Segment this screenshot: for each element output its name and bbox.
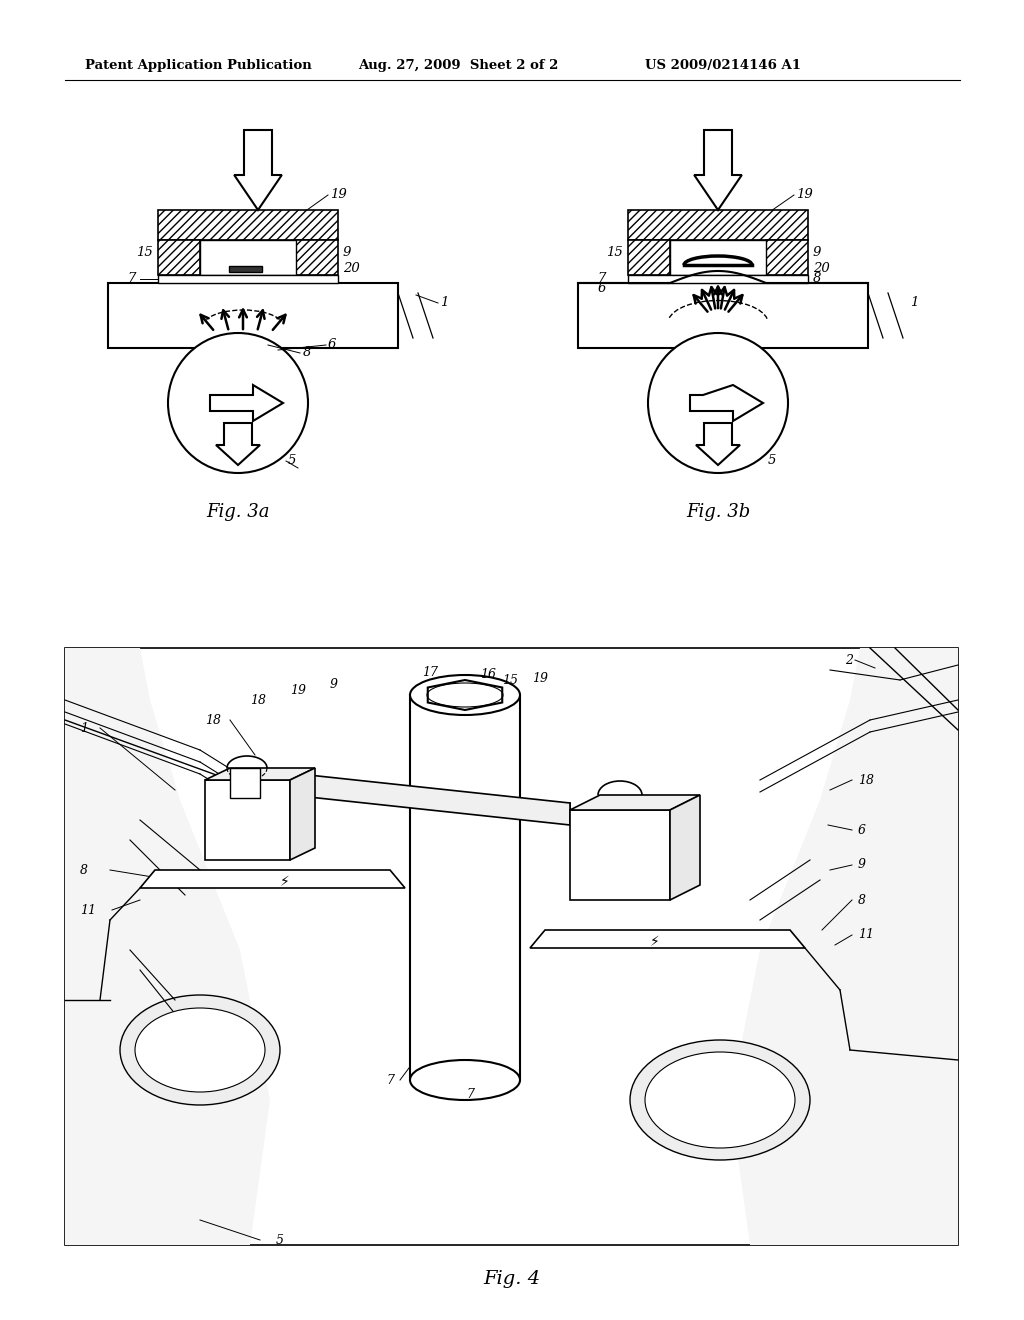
Circle shape xyxy=(648,333,788,473)
Text: 8: 8 xyxy=(80,863,88,876)
Bar xyxy=(578,282,868,348)
Polygon shape xyxy=(730,648,958,1245)
Polygon shape xyxy=(410,696,520,1080)
Polygon shape xyxy=(230,768,260,799)
Text: 20: 20 xyxy=(813,261,829,275)
Polygon shape xyxy=(140,870,406,888)
Text: 6: 6 xyxy=(598,281,606,294)
Bar xyxy=(158,275,338,282)
Text: 6: 6 xyxy=(858,824,866,837)
Polygon shape xyxy=(290,774,570,825)
Text: 17: 17 xyxy=(422,665,438,678)
Bar xyxy=(158,210,338,240)
Text: 11: 11 xyxy=(80,903,96,916)
Polygon shape xyxy=(530,931,805,948)
Text: 5: 5 xyxy=(288,454,296,467)
Text: Aug. 27, 2009  Sheet 2 of 2: Aug. 27, 2009 Sheet 2 of 2 xyxy=(358,58,558,71)
Bar xyxy=(108,282,398,348)
Text: Fig. 3a: Fig. 3a xyxy=(206,503,269,521)
Polygon shape xyxy=(205,768,315,780)
Ellipse shape xyxy=(120,995,280,1105)
Text: 18: 18 xyxy=(250,693,266,706)
Text: 15: 15 xyxy=(606,246,623,259)
Text: ⚡: ⚡ xyxy=(650,935,659,949)
Bar xyxy=(65,648,958,1245)
Polygon shape xyxy=(216,422,260,465)
Text: Patent Application Publication: Patent Application Publication xyxy=(85,58,311,71)
Bar xyxy=(296,240,338,275)
Ellipse shape xyxy=(630,1040,810,1160)
Polygon shape xyxy=(65,648,270,1245)
Polygon shape xyxy=(570,795,700,810)
Text: 8: 8 xyxy=(813,272,821,285)
Text: 19: 19 xyxy=(290,684,306,697)
Polygon shape xyxy=(210,385,283,421)
Text: 19: 19 xyxy=(532,672,548,685)
Bar xyxy=(229,267,262,272)
Text: 5: 5 xyxy=(276,1233,284,1246)
Polygon shape xyxy=(690,385,763,421)
Circle shape xyxy=(168,333,308,473)
Polygon shape xyxy=(290,768,315,861)
Polygon shape xyxy=(696,422,740,465)
Text: 1: 1 xyxy=(910,297,919,309)
Text: 18: 18 xyxy=(858,774,874,787)
Text: Fig. 4: Fig. 4 xyxy=(483,1270,541,1288)
Text: 9: 9 xyxy=(858,858,866,871)
Text: 8: 8 xyxy=(303,346,311,359)
Polygon shape xyxy=(234,129,282,210)
Polygon shape xyxy=(694,129,741,210)
Bar xyxy=(628,210,808,240)
Polygon shape xyxy=(670,795,700,900)
Text: Fig. 3b: Fig. 3b xyxy=(686,503,751,521)
Text: 7: 7 xyxy=(598,272,606,285)
Bar xyxy=(158,240,200,275)
Ellipse shape xyxy=(410,675,520,715)
Polygon shape xyxy=(570,810,670,900)
Bar xyxy=(670,240,766,275)
Text: 16: 16 xyxy=(480,668,496,681)
Text: 19: 19 xyxy=(796,189,813,202)
Text: 15: 15 xyxy=(136,246,153,259)
Text: 2: 2 xyxy=(845,653,853,667)
Polygon shape xyxy=(428,680,502,710)
Text: 7: 7 xyxy=(466,1089,474,1101)
Text: 6: 6 xyxy=(328,338,336,351)
Text: 1: 1 xyxy=(440,297,449,309)
Ellipse shape xyxy=(135,1008,265,1092)
Bar xyxy=(200,240,296,275)
Text: 5: 5 xyxy=(768,454,776,467)
Text: 7: 7 xyxy=(386,1073,394,1086)
Ellipse shape xyxy=(410,1060,520,1100)
Text: US 2009/0214146 A1: US 2009/0214146 A1 xyxy=(645,58,801,71)
Text: 8: 8 xyxy=(858,894,866,907)
Ellipse shape xyxy=(645,1052,795,1148)
Text: ⚡: ⚡ xyxy=(281,875,290,888)
Bar xyxy=(628,240,670,275)
Bar xyxy=(766,240,808,275)
Text: 11: 11 xyxy=(858,928,874,941)
Text: 7: 7 xyxy=(128,272,136,285)
Text: 18: 18 xyxy=(205,714,221,726)
Polygon shape xyxy=(205,780,290,861)
Text: 15: 15 xyxy=(502,673,518,686)
Text: 9: 9 xyxy=(813,246,821,259)
Text: 19: 19 xyxy=(330,189,347,202)
Text: 9: 9 xyxy=(343,246,351,259)
Text: 20: 20 xyxy=(343,261,359,275)
Text: 9: 9 xyxy=(330,678,338,692)
Text: 1: 1 xyxy=(80,722,88,734)
Bar xyxy=(628,275,808,282)
